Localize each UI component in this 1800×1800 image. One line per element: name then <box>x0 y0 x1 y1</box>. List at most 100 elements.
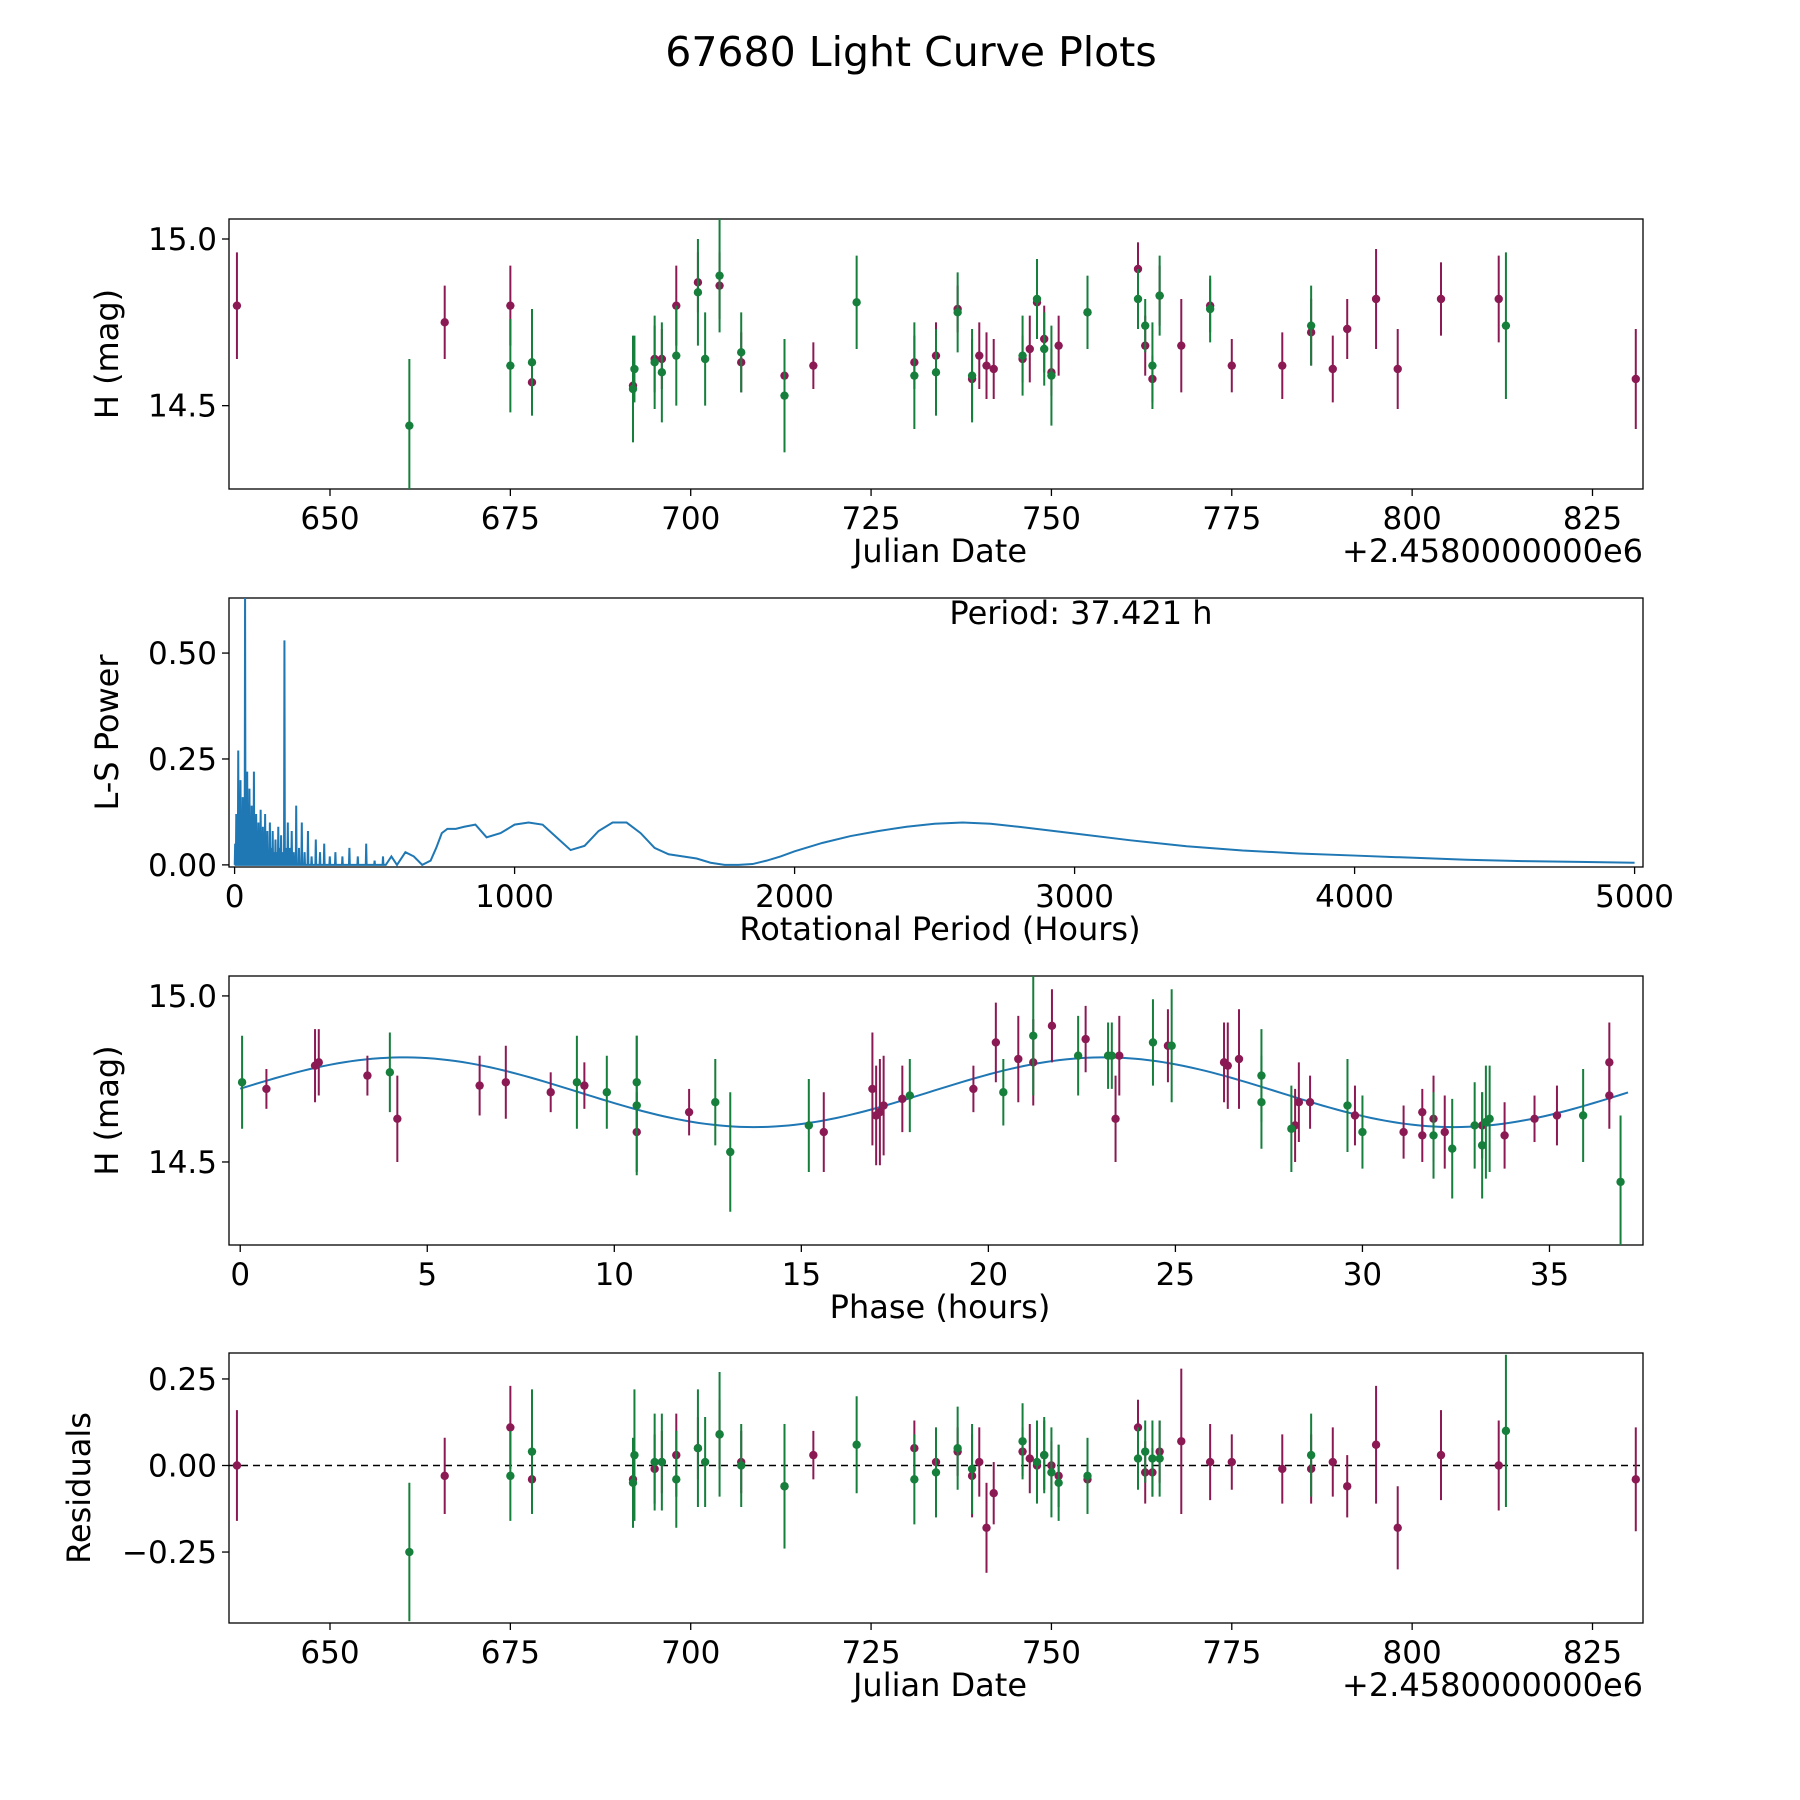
data-point <box>875 1107 885 1117</box>
data-point <box>1399 1127 1408 1137</box>
y-tick-label: 15.0 <box>148 979 217 1015</box>
data-point <box>1552 1111 1562 1120</box>
data-point <box>1115 1051 1124 1060</box>
panel-lightcurve: 650 675 700 725 750 775 800 825 15.0 14.5 Julian D… <box>88 218 1644 570</box>
x-tick-label: 750 <box>1022 501 1081 537</box>
data-point <box>1631 374 1640 384</box>
data-point <box>780 1482 789 1491</box>
data-point <box>989 364 998 374</box>
data-point <box>1141 1447 1150 1456</box>
data-point <box>1223 1061 1232 1070</box>
data-point <box>1081 1034 1090 1044</box>
data-point <box>657 368 667 377</box>
y-tick-label: 0.00 <box>148 1449 217 1485</box>
x-tick-label: 825 <box>1563 501 1622 537</box>
data-point <box>232 1461 242 1470</box>
data-point <box>1083 1471 1092 1481</box>
plot-frame <box>228 218 1644 490</box>
data-point <box>630 364 639 374</box>
x-axis-label: Julian Date <box>851 1666 1027 1704</box>
data-point <box>1287 1124 1296 1133</box>
x-tick-label: 800 <box>1383 501 1442 537</box>
x-tick-label: 4000 <box>1315 879 1394 915</box>
data-point <box>232 301 242 310</box>
data-point <box>1025 1454 1034 1463</box>
data-point <box>1371 1440 1381 1449</box>
data-point <box>1470 1121 1479 1130</box>
data-point <box>967 1464 977 1474</box>
data-point <box>314 1058 323 1067</box>
data-point <box>1155 1454 1164 1463</box>
data-point <box>1054 341 1063 350</box>
data-point <box>715 271 724 280</box>
data-point <box>931 368 941 377</box>
plot-frame <box>228 597 1644 868</box>
data-point <box>1305 1097 1315 1107</box>
data-point <box>852 298 861 307</box>
data-point <box>999 1088 1008 1097</box>
data-point <box>501 1078 511 1087</box>
data-point <box>1343 324 1352 334</box>
data-point <box>527 1447 537 1456</box>
data-point <box>672 301 681 310</box>
x-axis-label: Phase (hours) <box>830 1288 1051 1326</box>
data-point <box>580 1081 589 1090</box>
x-tick-label: 650 <box>300 501 359 537</box>
y-axis-label: H (mag) <box>88 289 126 419</box>
data-point <box>363 1071 372 1080</box>
data-point <box>868 1084 877 1094</box>
data-point <box>405 421 414 430</box>
data-point <box>910 371 919 380</box>
data-point <box>898 1094 907 1104</box>
x-tick-label: 30 <box>1343 1257 1382 1293</box>
x-tick-label: 0 <box>230 1257 250 1293</box>
data-point <box>804 1121 814 1130</box>
data-point <box>1436 1450 1446 1460</box>
data-point <box>1306 1450 1316 1460</box>
data-point <box>1205 1457 1215 1467</box>
data-point <box>1025 344 1034 354</box>
data-point <box>780 391 789 400</box>
x-axis-label: Rotational Period (Hours) <box>739 910 1140 948</box>
data-point <box>1047 371 1056 380</box>
data-point <box>1448 1144 1457 1153</box>
data-point <box>1328 364 1337 374</box>
data-point <box>1148 1454 1157 1463</box>
data-point <box>672 1475 681 1484</box>
data-point <box>967 371 977 380</box>
data-point <box>1018 1437 1027 1446</box>
data-point <box>953 1443 962 1453</box>
y-tick-label: 14.5 <box>148 389 217 425</box>
data-point <box>237 1078 247 1087</box>
data-point <box>1111 1114 1120 1124</box>
data-point <box>440 1471 449 1481</box>
data-point <box>700 1457 710 1467</box>
data-point <box>546 1088 555 1097</box>
x-tick-label: 20 <box>969 1257 1008 1293</box>
data-point <box>1177 341 1186 350</box>
data-point <box>693 288 703 297</box>
data-point <box>632 1101 641 1110</box>
x-tick-label: 700 <box>661 501 720 537</box>
data-point <box>393 1114 402 1124</box>
data-point <box>1257 1097 1266 1107</box>
data-point <box>650 1457 659 1467</box>
data-point <box>1358 1127 1367 1137</box>
x-tick-label: 700 <box>661 1635 720 1671</box>
x-tick-label: 15 <box>782 1257 821 1293</box>
data-point <box>1429 1131 1438 1140</box>
data-point <box>527 358 537 367</box>
x-tick-label: 3000 <box>1035 879 1114 915</box>
data-point <box>1018 351 1027 360</box>
y-tick-label: −0.25 <box>122 1535 217 1571</box>
data-point <box>737 1461 746 1470</box>
data-point <box>506 301 515 310</box>
data-point <box>1083 308 1092 317</box>
data-point <box>1501 321 1511 330</box>
plot-frame <box>228 1352 1644 1624</box>
data-point <box>1073 1051 1083 1060</box>
data-point <box>905 1091 915 1100</box>
data-point <box>1343 1101 1352 1110</box>
data-point <box>506 361 515 370</box>
data-point <box>1227 1457 1236 1467</box>
